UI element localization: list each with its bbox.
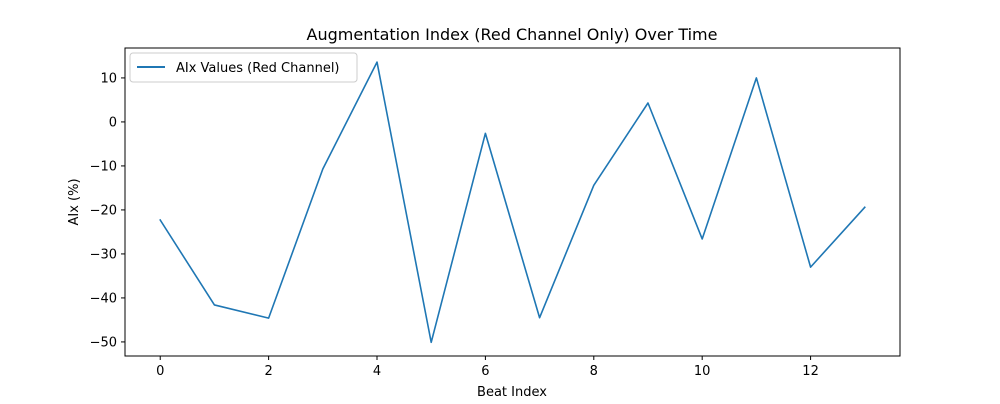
plot-area-frame: [124, 47, 901, 357]
y-tick-label: −40: [90, 291, 117, 306]
y-tick-label: −10: [90, 159, 117, 174]
x-tick-label: 6: [481, 364, 489, 379]
x-tick-label: 10: [694, 364, 711, 379]
series-layer: [159, 61, 866, 344]
y-tick-label: 10: [100, 71, 117, 86]
x-axis-label: Beat Index: [477, 385, 547, 400]
legend-label: AIx Values (Red Channel): [176, 61, 340, 76]
x-tick-label: 4: [373, 364, 381, 379]
x-tick-label: 8: [590, 364, 598, 379]
series-line-0: [159, 61, 866, 344]
x-tick-label: 12: [802, 364, 819, 379]
legend-box: [129, 52, 358, 83]
y-tick-label: −20: [90, 203, 117, 218]
legend: AIx Values (Red Channel): [129, 52, 358, 83]
x-axis: 0 2 4 6 8 10 12: [156, 356, 819, 379]
x-tick-label: 0: [156, 364, 164, 379]
chart-title: Augmentation Index (Red Channel Only) Ov…: [307, 25, 718, 44]
y-axis-label: AIx (%): [67, 178, 82, 225]
y-tick-label: 0: [109, 115, 117, 130]
x-tick-label: 2: [264, 364, 272, 379]
y-tick-label: −50: [90, 335, 117, 350]
y-axis: 10 0 −10 −20 −30 −40 −50: [90, 71, 125, 350]
y-tick-label: −30: [90, 247, 117, 262]
